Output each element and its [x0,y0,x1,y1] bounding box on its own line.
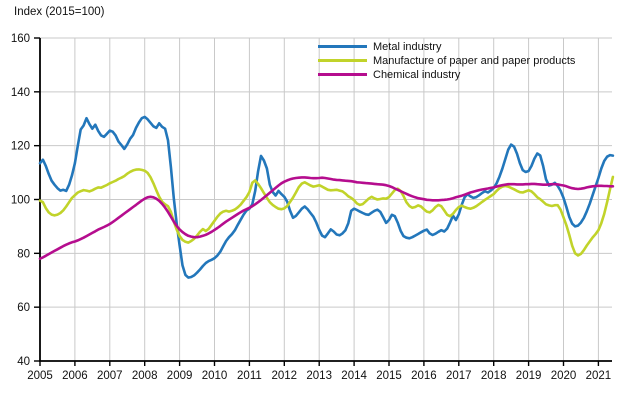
y-tick-label: 60 [17,302,30,314]
legend: Metal industry Manufacture of paper and … [318,40,576,81]
x-tick-label: 2010 [202,370,228,382]
x-tick-label: 2013 [306,370,332,382]
x-tick-label: 2021 [586,370,612,382]
x-tick-label: 2012 [272,370,298,382]
x-tick-label: 2006 [62,370,88,382]
x-tick-label: 2016 [411,370,437,382]
x-tick-label: 2007 [97,370,123,382]
y-tick-label: 140 [11,87,30,99]
legend-label: Chemical industry [373,68,461,81]
x-tick-label: 2005 [27,370,53,382]
y-tick-label: 160 [11,33,30,45]
x-tick-label: 2015 [376,370,402,382]
y-tick-label: 80 [17,248,30,260]
x-tick-label: 2018 [481,370,507,382]
chart-title: Index (2015=100) [14,6,105,18]
series-line-chemical-industry [38,176,615,261]
y-tick-label: 40 [17,356,30,368]
legend-line-swatch [318,73,367,76]
x-tick-label: 2014 [341,370,367,382]
x-tick-label: 2008 [132,370,158,382]
y-tick-label: 100 [11,195,30,207]
series-line-metal-industry [38,115,615,279]
series-line-manufacture-of-paper-and-paper-products [38,168,615,257]
x-tick-label: 2011 [237,370,262,382]
x-tick-label: 2019 [516,370,542,382]
legend-item-paper-products: Manufacture of paper and paper products [318,54,576,67]
legend-label: Metal industry [373,40,442,53]
legend-label: Manufacture of paper and paper products [373,54,576,67]
legend-line-swatch [318,59,367,62]
y-tick-label: 120 [11,141,30,153]
x-tick-label: 2009 [167,370,193,382]
legend-item-metal-industry: Metal industry [318,40,575,53]
legend-item-chemical-industry: Chemical industry [318,68,575,81]
x-tick-label: 2017 [446,370,472,382]
legend-line-swatch [318,45,367,48]
x-tick-label: 2020 [551,370,577,382]
